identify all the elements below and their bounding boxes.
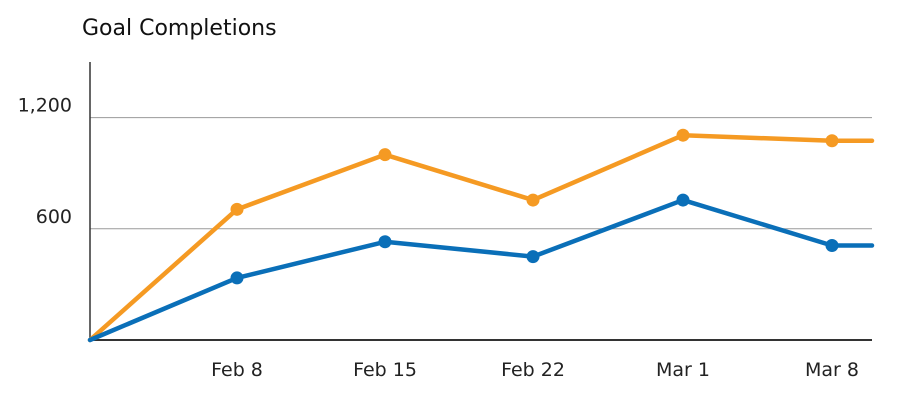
series-0-point-1 (230, 202, 244, 216)
x-tick-label-3: Mar 1 (656, 359, 710, 381)
series-0 (87, 128, 875, 343)
series-1-point-2 (378, 235, 392, 249)
series-0-point-3 (526, 193, 540, 207)
series-1 (87, 193, 875, 343)
series-1-point-5 (825, 238, 839, 252)
x-tick-label-2: Feb 22 (501, 359, 565, 381)
y-tick-label-1: 1,200 (18, 95, 72, 117)
y-tick-label-0: 600 (36, 206, 72, 228)
series-1-point-4 (676, 193, 690, 207)
series-1-point-3 (526, 250, 540, 264)
x-tick-labels: Feb 8 Feb 15 Feb 22 Mar 1 Mar 8 (211, 359, 859, 381)
series-0-point-4 (676, 128, 690, 142)
x-tick-label-1: Feb 15 (353, 359, 417, 381)
grid-lines (90, 117, 872, 230)
x-tick-label-0: Feb 8 (211, 359, 263, 381)
y-tick-labels: 600 1,200 (18, 95, 72, 228)
series (87, 128, 875, 343)
axes (89, 62, 872, 341)
series-1-line (87, 197, 875, 343)
x-tick-label-4: Mar 8 (805, 359, 859, 381)
series-0-point-5 (825, 134, 839, 148)
chart-title: Goal Completions (82, 16, 277, 41)
series-1-point-1 (230, 271, 244, 285)
series-0-point-2 (378, 148, 392, 162)
series-0-line (87, 132, 875, 343)
